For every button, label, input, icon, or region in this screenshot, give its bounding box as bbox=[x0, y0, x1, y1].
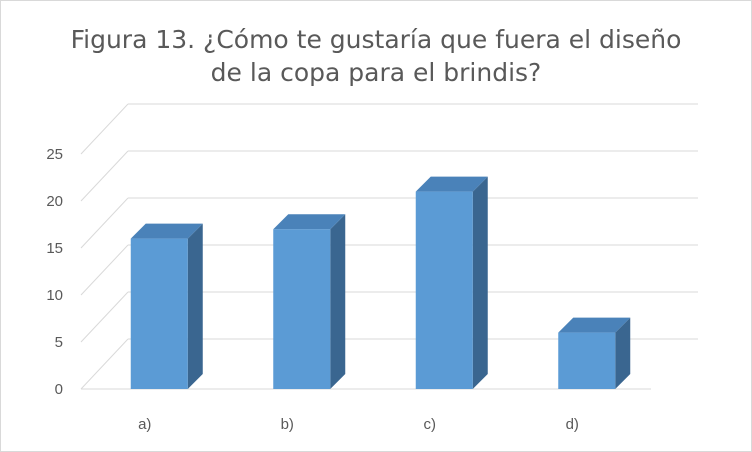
gridline-side-3 bbox=[80, 197, 129, 249]
gridline-side-2 bbox=[80, 244, 129, 296]
bar-side-1 bbox=[330, 214, 346, 389]
x-tick-label-2: c) bbox=[424, 416, 437, 433]
bar-side-0 bbox=[187, 223, 203, 389]
bar-top-1 bbox=[273, 214, 346, 230]
x-tick-label-0: a) bbox=[138, 416, 151, 433]
bar-top-2 bbox=[415, 176, 488, 192]
chart-title-line-2: de la copa para el brindis? bbox=[210, 58, 542, 87]
y-tick-label-3: 15 bbox=[46, 240, 63, 257]
y-tick-label-5: 25 bbox=[46, 146, 63, 163]
bar-top-3 bbox=[558, 317, 631, 333]
y-tick-label-4: 20 bbox=[46, 193, 63, 210]
chart-title: Figura 13. ¿Cómo te gustaría que fuera e… bbox=[1, 23, 751, 89]
gridline-side-4 bbox=[80, 150, 129, 202]
bar-top-0 bbox=[130, 223, 203, 239]
gridline-side-1 bbox=[80, 291, 129, 343]
bar-side-2 bbox=[472, 176, 488, 389]
x-tick-label-1: b) bbox=[281, 416, 294, 433]
y-tick-label-2: 10 bbox=[46, 287, 63, 304]
bar-side-3 bbox=[615, 317, 631, 389]
bar-3 bbox=[558, 332, 616, 389]
bar-2 bbox=[415, 191, 473, 389]
y-tick-label-0: 0 bbox=[55, 381, 63, 398]
y-tick-label-1: 5 bbox=[55, 334, 63, 351]
gridline-side-5 bbox=[80, 103, 129, 155]
gridline-side-0 bbox=[80, 338, 129, 390]
bar-0 bbox=[130, 238, 188, 389]
x-tick-label-3: d) bbox=[566, 416, 579, 433]
chart-title-line-1: Figura 13. ¿Cómo te gustaría que fuera e… bbox=[70, 25, 682, 54]
bar-1 bbox=[273, 229, 331, 389]
